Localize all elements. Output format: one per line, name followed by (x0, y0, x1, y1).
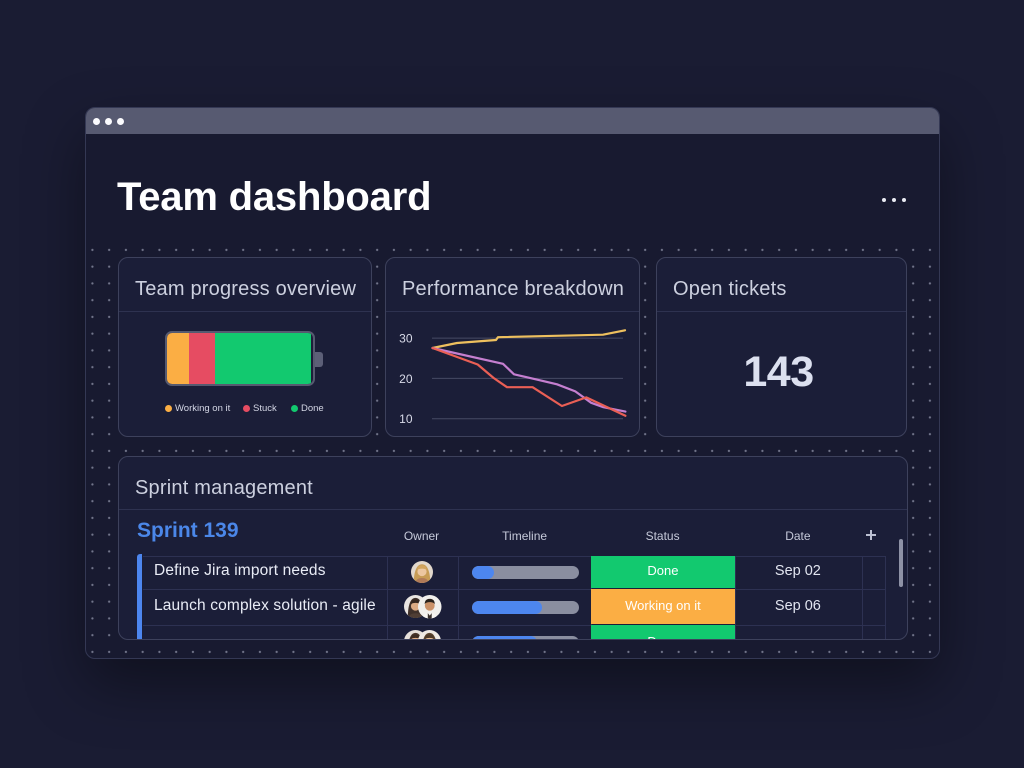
svg-text:10: 10 (399, 412, 413, 426)
svg-text:30: 30 (399, 332, 413, 346)
svg-text:20: 20 (399, 372, 413, 386)
